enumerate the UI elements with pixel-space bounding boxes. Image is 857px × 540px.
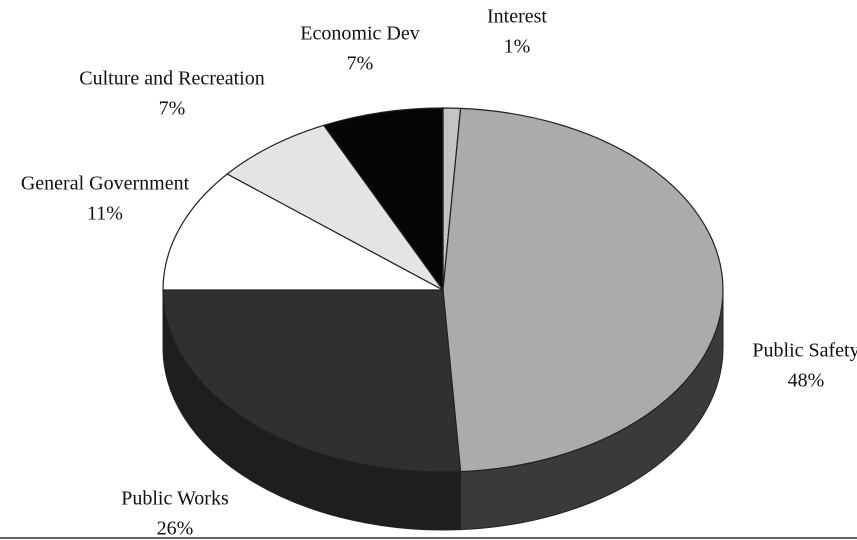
pie-slice [322, 107, 444, 292]
value-label: 26% [157, 518, 194, 540]
value-label: 11% [87, 203, 123, 225]
pie-slice [226, 124, 444, 291]
slice-label: Public Works [121, 488, 229, 510]
slice-label: Public Safety [752, 340, 857, 362]
slice-label: General Government [21, 173, 190, 195]
pie-slice [162, 289, 462, 473]
value-label: 48% [788, 370, 825, 392]
value-label: 7% [159, 98, 186, 120]
value-label: 7% [347, 53, 374, 75]
value-label: 1% [504, 36, 531, 58]
pie-slice [442, 107, 724, 473]
pie-tops [162, 107, 724, 473]
slice-label: Interest [487, 6, 547, 28]
pie-slice [162, 173, 444, 291]
slice-label: Economic Dev [300, 23, 419, 45]
slice-label: Culture and Recreation [79, 68, 265, 90]
labels: Interest 1% Public Safety 48% Public Works 26… [21, 6, 857, 540]
